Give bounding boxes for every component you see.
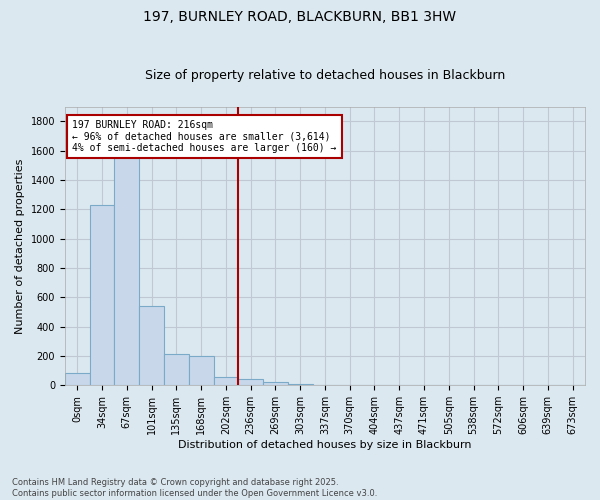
Bar [189, 356, 214, 385]
Title: Size of property relative to detached houses in Blackburn: Size of property relative to detached ho… [145, 69, 505, 82]
Bar [288, 384, 313, 385]
Bar [139, 306, 164, 385]
Bar [214, 377, 238, 385]
Text: 197 BURNLEY ROAD: 216sqm
← 96% of detached houses are smaller (3,614)
4% of semi: 197 BURNLEY ROAD: 216sqm ← 96% of detach… [73, 120, 337, 153]
X-axis label: Distribution of detached houses by size in Blackburn: Distribution of detached houses by size … [178, 440, 472, 450]
Bar [238, 380, 263, 385]
Bar [115, 155, 139, 385]
Bar [89, 205, 115, 385]
Bar [164, 354, 189, 385]
Bar [65, 374, 89, 385]
Bar [263, 382, 288, 385]
Text: Contains HM Land Registry data © Crown copyright and database right 2025.
Contai: Contains HM Land Registry data © Crown c… [12, 478, 377, 498]
Text: 197, BURNLEY ROAD, BLACKBURN, BB1 3HW: 197, BURNLEY ROAD, BLACKBURN, BB1 3HW [143, 10, 457, 24]
Y-axis label: Number of detached properties: Number of detached properties [15, 158, 25, 334]
